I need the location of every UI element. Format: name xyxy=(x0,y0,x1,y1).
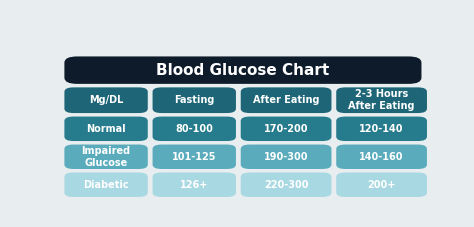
FancyBboxPatch shape xyxy=(153,87,236,113)
Text: 101-125: 101-125 xyxy=(172,152,217,162)
Text: After Eating: After Eating xyxy=(253,95,319,105)
Text: 80-100: 80-100 xyxy=(175,124,213,134)
FancyBboxPatch shape xyxy=(336,87,427,113)
FancyBboxPatch shape xyxy=(153,145,236,169)
FancyBboxPatch shape xyxy=(336,173,427,197)
FancyBboxPatch shape xyxy=(64,145,148,169)
Text: Fasting: Fasting xyxy=(174,95,214,105)
Text: Normal: Normal xyxy=(86,124,126,134)
Text: Blood Glucose Chart: Blood Glucose Chart xyxy=(156,63,329,78)
FancyBboxPatch shape xyxy=(64,116,148,141)
Text: Mg/DL: Mg/DL xyxy=(89,95,123,105)
FancyBboxPatch shape xyxy=(153,173,236,197)
FancyBboxPatch shape xyxy=(336,116,427,141)
FancyBboxPatch shape xyxy=(241,173,331,197)
FancyBboxPatch shape xyxy=(336,145,427,169)
Text: 190-300: 190-300 xyxy=(264,152,309,162)
Text: Impaired
Glucose: Impaired Glucose xyxy=(82,146,131,168)
FancyBboxPatch shape xyxy=(64,87,148,113)
Text: 170-200: 170-200 xyxy=(264,124,309,134)
Text: 220-300: 220-300 xyxy=(264,180,309,190)
Text: 200+: 200+ xyxy=(367,180,396,190)
Text: Diabetic: Diabetic xyxy=(83,180,129,190)
FancyBboxPatch shape xyxy=(153,116,236,141)
FancyBboxPatch shape xyxy=(64,173,148,197)
Text: 140-160: 140-160 xyxy=(359,152,404,162)
FancyBboxPatch shape xyxy=(241,145,331,169)
Text: 126+: 126+ xyxy=(180,180,209,190)
FancyBboxPatch shape xyxy=(64,57,421,84)
Text: 2-3 Hours
After Eating: 2-3 Hours After Eating xyxy=(348,89,415,111)
FancyBboxPatch shape xyxy=(241,116,331,141)
Text: 120-140: 120-140 xyxy=(359,124,404,134)
FancyBboxPatch shape xyxy=(241,87,331,113)
